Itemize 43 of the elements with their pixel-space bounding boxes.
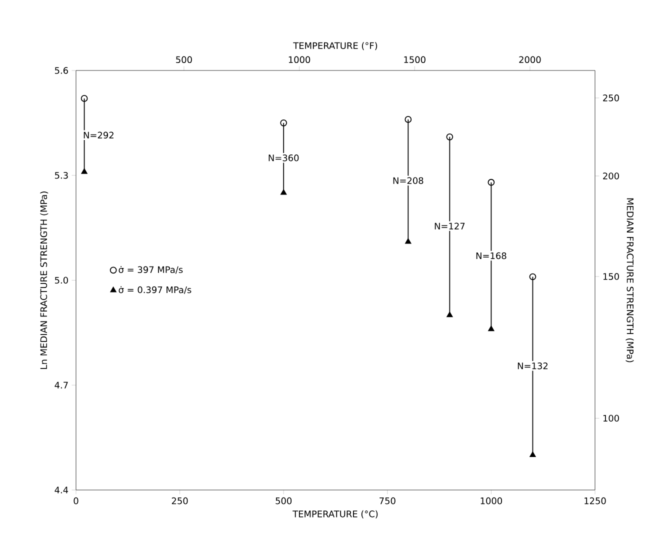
point — [280, 189, 287, 195]
x2-axis-title: TEMPERATURE (°F) — [293, 42, 378, 50]
annotation: N=360 — [268, 154, 299, 162]
y2-tick-label: 250 — [603, 94, 619, 102]
x-tick-label: 750 — [380, 497, 396, 504]
annotation: N=292 — [84, 132, 114, 139]
annotation: N=127 — [434, 222, 465, 230]
y-tick-label: 5.6 — [54, 67, 68, 74]
x-tick-label: 1250 — [584, 497, 606, 504]
x2-tick-label: 1500 — [404, 56, 426, 64]
x2-tick-label: 500 — [176, 56, 192, 64]
point — [404, 116, 412, 123]
x2-tick-label: 2000 — [519, 56, 541, 64]
y2-axis-title: MEDIAN FRACTURE STRENGTH (MPa) — [626, 198, 634, 362]
x-tick-label: 1000 — [480, 497, 502, 504]
y-tick-label: 5.0 — [54, 276, 68, 284]
point — [529, 273, 536, 280]
y-tick-label: 4.4 — [54, 486, 68, 494]
x-tick-label: 250 — [172, 497, 188, 504]
x2-tick-label: 1000 — [288, 56, 310, 64]
y-axis-title: Ln MEDIAN FRACTURE STRENGTH (MPa) — [40, 192, 48, 369]
legend-label: σ̇ = 0.397 MPa/s — [118, 286, 192, 294]
annotation: N=208 — [393, 177, 424, 184]
point — [446, 133, 454, 140]
legend-label: σ̇ = 397 MPa/s — [118, 266, 183, 274]
y-tick-label: 4.7 — [54, 382, 68, 388]
y2-tick-label: 150 — [603, 273, 619, 280]
point — [81, 168, 88, 174]
x-axis-title: TEMPERATURE (°C) — [292, 510, 378, 518]
annotation: N=168 — [476, 252, 506, 260]
annotation: N=132 — [518, 362, 548, 370]
point — [488, 326, 494, 332]
y2-tick-label: 100 — [603, 414, 619, 422]
x-tick-label: 0 — [74, 497, 78, 504]
point — [80, 95, 88, 102]
x-tick-label: 500 — [276, 497, 292, 504]
point — [280, 119, 288, 126]
y-tick-label: 5.3 — [54, 172, 68, 179]
point — [405, 238, 412, 244]
point — [530, 452, 536, 457]
y2-tick-label: 200 — [603, 172, 619, 180]
point — [488, 178, 495, 186]
point — [446, 312, 453, 318]
